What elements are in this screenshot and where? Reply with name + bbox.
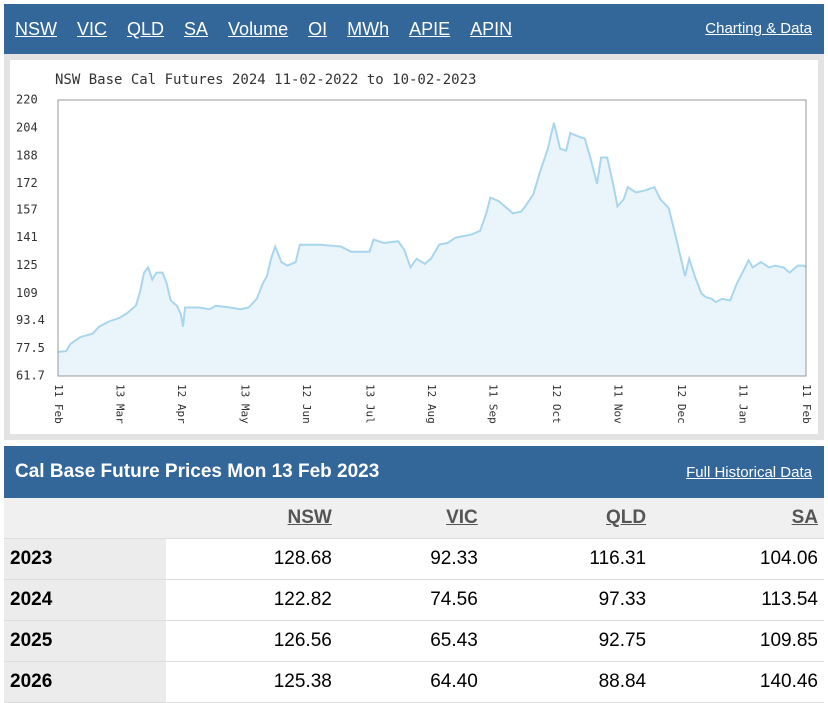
price-cell: 126.56 xyxy=(166,620,338,662)
y-tick-label: 109 xyxy=(16,286,38,300)
nav-link[interactable]: MWh xyxy=(347,19,390,39)
nav-link[interactable]: NSW xyxy=(15,19,57,39)
price-cell: 65.43 xyxy=(337,620,484,662)
price-cell: 140.46 xyxy=(652,661,824,703)
row-label: 2023 xyxy=(4,538,166,580)
price-cell: 88.84 xyxy=(483,661,653,703)
x-tick-label: 11 Feb xyxy=(52,384,65,424)
nav-link[interactable]: APIE xyxy=(409,19,451,39)
area-fill xyxy=(58,122,806,376)
price-cell: 122.82 xyxy=(166,579,338,621)
nav-link[interactable]: VIC xyxy=(77,19,108,39)
price-table: NSW VIC QLD SA 2023 128.68 92.33 116.31 104.06 20… xyxy=(4,498,824,703)
x-tick-label: 12 Dec xyxy=(675,384,688,424)
price-cell: 113.54 xyxy=(652,579,824,621)
table-header: Cal Base Future Prices Mon 13 Feb 2023 F… xyxy=(4,446,824,498)
nav-link[interactable]: Volume xyxy=(228,19,289,39)
table-title: Cal Base Future Prices Mon 13 Feb 2023 xyxy=(15,461,380,482)
row-label: 2024 xyxy=(4,579,166,621)
x-tick-label: 11 Feb xyxy=(800,384,813,424)
price-cell: 64.40 xyxy=(337,661,484,703)
price-cell: 116.31 xyxy=(483,538,653,580)
y-tick-label: 61.7 xyxy=(16,369,45,383)
nav-link[interactable]: QLD xyxy=(127,19,165,39)
x-tick-label: 12 Oct xyxy=(550,384,563,424)
nav-bar: NSW VIC QLD SA Volume OI MWh APIE APIN Charting … xyxy=(4,4,824,54)
column-header[interactable]: QLD xyxy=(483,498,653,539)
x-tick-label: 11 Nov xyxy=(611,384,624,424)
price-cell: 97.33 xyxy=(483,579,653,621)
column-header[interactable]: VIC xyxy=(337,498,484,539)
chart-background xyxy=(10,60,818,434)
nav-link[interactable]: APIN xyxy=(470,19,513,39)
x-tick-label: 12 Jun xyxy=(300,384,313,424)
x-tick-label: 11 Sep xyxy=(486,384,499,424)
row-label: 2026 xyxy=(4,661,166,703)
price-cell: 128.68 xyxy=(166,538,338,580)
price-cell: 104.06 xyxy=(652,538,824,580)
column-header[interactable]: SA xyxy=(652,498,824,539)
y-tick-label: 188 xyxy=(16,148,38,162)
plot-frame xyxy=(57,99,807,377)
y-tick-label: 204 xyxy=(16,120,38,134)
corner-cell xyxy=(4,498,166,539)
column-header[interactable]: NSW xyxy=(166,498,338,539)
nav-link[interactable]: Charting & Data xyxy=(705,20,812,37)
y-tick-label: 93.4 xyxy=(16,313,45,327)
x-tick-label: 12 Aug xyxy=(425,384,438,424)
y-tick-label: 220 xyxy=(16,93,38,107)
price-line xyxy=(57,122,807,353)
history-link[interactable]: Full Historical Data xyxy=(686,464,812,481)
table-row: 2026 125.38 64.40 88.84 140.46 xyxy=(4,661,824,703)
y-tick-label: 141 xyxy=(16,230,38,244)
x-tick-label: 12 Apr xyxy=(175,384,188,424)
chart: NSW Base Cal Futures 2024 11-02-2022 to … xyxy=(10,60,818,434)
chart-panel: NSW Base Cal Futures 2024 11-02-2022 to … xyxy=(4,54,824,440)
price-cell: 92.33 xyxy=(337,538,484,580)
y-tick-label: 77.5 xyxy=(16,341,45,355)
x-tick-label: 11 Jan xyxy=(736,384,749,424)
row-label: 2025 xyxy=(4,620,166,662)
y-tick-label: 125 xyxy=(16,258,38,272)
table-row: 2025 126.56 65.43 92.75 109.85 xyxy=(4,620,824,662)
price-cell: 125.38 xyxy=(166,661,338,703)
y-tick-label: 172 xyxy=(16,176,38,190)
x-tick-label: 13 Mar xyxy=(113,384,126,424)
nav-link[interactable]: SA xyxy=(184,19,209,39)
x-tick-label: 13 Jul xyxy=(363,384,376,424)
nav-link[interactable]: OI xyxy=(308,19,328,39)
table-row: 2024 122.82 74.56 97.33 113.54 xyxy=(4,579,824,621)
chart-title: NSW Base Cal Futures 2024 11-02-2022 to … xyxy=(55,72,476,88)
x-tick-label: 13 May xyxy=(238,384,251,424)
nav-links: NSW VIC QLD SA Volume OI MWh APIE APIN xyxy=(15,19,512,40)
price-cell: 109.85 xyxy=(652,620,824,662)
price-cell: 92.75 xyxy=(483,620,653,662)
y-tick-label: 157 xyxy=(16,202,38,216)
table-row: 2023 128.68 92.33 116.31 104.06 xyxy=(4,538,824,580)
price-cell: 74.56 xyxy=(337,579,484,621)
